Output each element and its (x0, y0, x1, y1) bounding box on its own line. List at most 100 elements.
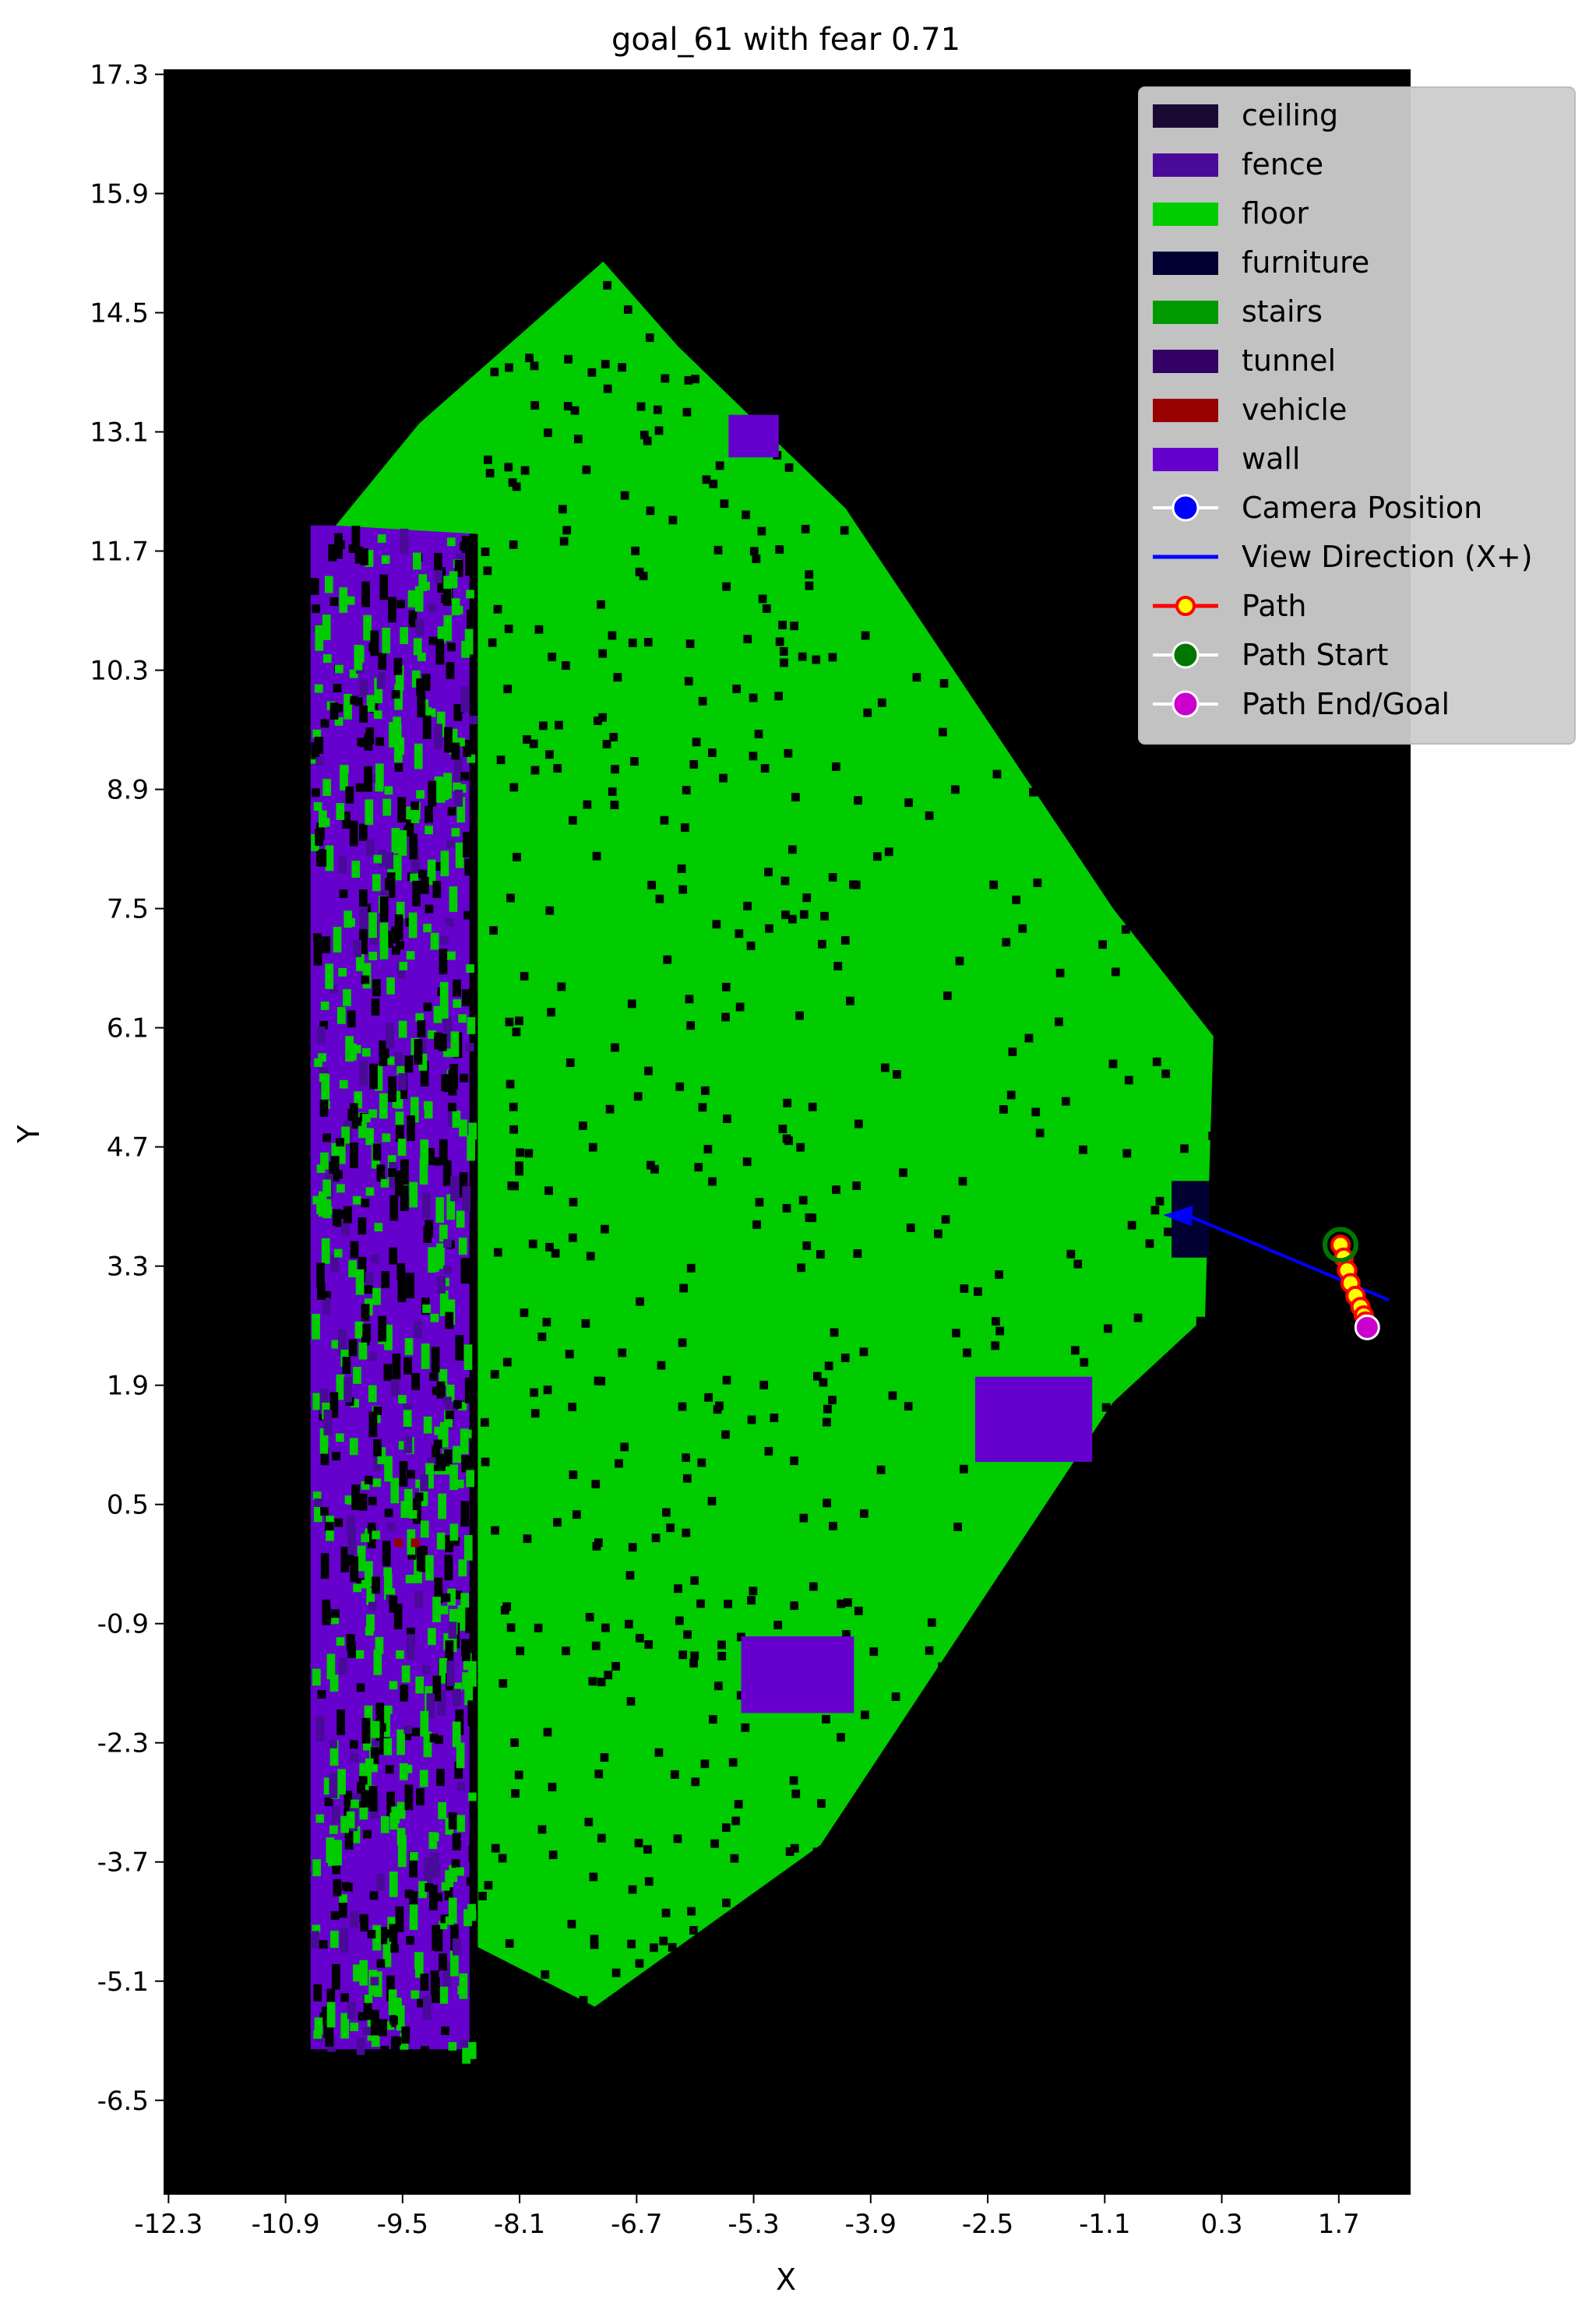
obstacle-cell (691, 1777, 700, 1787)
obstacle-cell (662, 1508, 671, 1517)
strip-cell (383, 1567, 393, 1576)
obstacle-cell (618, 1348, 627, 1357)
strip-cell (314, 2017, 323, 2035)
obstacle-cell (891, 1692, 900, 1702)
strip-cell (385, 1765, 394, 1774)
strip-cell (364, 1475, 373, 1484)
strip-cell (373, 1438, 382, 1456)
strip-cell (329, 984, 338, 994)
obstacle-cell (844, 1598, 852, 1607)
strip-cell (412, 552, 421, 570)
strip-cell (322, 779, 332, 796)
strip-cell (362, 2027, 372, 2036)
strip-cell (399, 1762, 408, 1780)
obstacle-cell (779, 646, 788, 656)
strip-cell (340, 2012, 350, 2039)
strip-cell (439, 1224, 448, 1242)
strip-cell (451, 1537, 460, 1546)
strip-cell (462, 1186, 471, 1212)
obstacle-cell (682, 1453, 691, 1463)
obstacle-cell (543, 1727, 552, 1737)
strip-cell (446, 662, 455, 679)
obstacle-cell (782, 1134, 791, 1143)
obstacle-cell (573, 435, 583, 444)
obstacle-cell (623, 305, 632, 314)
obstacle-cell (991, 1341, 1000, 1350)
strip-cell (320, 1507, 329, 1516)
obstacle-cell (542, 1318, 551, 1327)
strip-cell (325, 2020, 334, 2047)
strip-cell (348, 1339, 358, 1357)
strip-cell (348, 1260, 357, 1278)
obstacle-cell (837, 1733, 845, 1742)
strip-cell (379, 2019, 387, 2037)
strip-cell (316, 1026, 326, 1044)
obstacle-cell (722, 1375, 731, 1385)
obstacle-cell (785, 1847, 794, 1856)
strip-cell (436, 1381, 446, 1399)
strip-cell (350, 1910, 359, 1928)
obstacle-cell (589, 1872, 598, 1882)
strip-cell (349, 669, 358, 678)
strip-cell (434, 565, 443, 583)
strip-cell (326, 1653, 336, 1680)
strip-cell (455, 842, 464, 868)
strip-cell (397, 797, 406, 823)
strip-cell (406, 806, 415, 833)
strip-cell (359, 679, 368, 697)
obstacle-cell (823, 1404, 832, 1414)
obstacle-cell (515, 1167, 524, 1176)
strip-cell (419, 1769, 428, 1787)
obstacle-cell (646, 506, 655, 516)
strip-cell (420, 1139, 429, 1165)
strip-cell (442, 1593, 451, 1602)
obstacle-cell (661, 1908, 671, 1917)
strip-cell (371, 1741, 380, 1750)
obstacle-cell (805, 570, 814, 579)
obstacle-cell (506, 1623, 516, 1632)
strip-cell (314, 684, 323, 693)
strip-cell (421, 1665, 431, 1674)
obstacle-cell (548, 652, 557, 661)
strip-cell (352, 1195, 361, 1205)
strip-cell (448, 1897, 457, 1924)
strip-cell (388, 1168, 396, 1178)
obstacle-cell (747, 1596, 756, 1605)
strip-cell (363, 1994, 372, 2020)
obstacle-cell (774, 692, 783, 701)
strip-cell (323, 1410, 333, 1435)
strip-cell (335, 1433, 344, 1442)
obstacle-cell (506, 893, 515, 903)
strip-cell (419, 1546, 428, 1572)
strip-cell (333, 684, 342, 692)
obstacle-cell (775, 545, 784, 555)
obstacle-cell (628, 1543, 637, 1552)
strip-cell (456, 797, 466, 823)
strip-cell (328, 544, 337, 562)
strip-cell (443, 1239, 452, 1248)
legend-label: Path Start (1242, 638, 1388, 672)
strip-cell (466, 1877, 475, 1886)
strip-cell (463, 910, 473, 920)
strip-cell (460, 772, 470, 781)
obstacle-cell (643, 1845, 652, 1854)
x-tick-label: -1.1 (1079, 2209, 1130, 2240)
obstacle-cell (679, 1284, 688, 1293)
obstacle-cell (643, 638, 653, 647)
strip-cell (407, 1470, 415, 1479)
strip-cell (360, 1914, 369, 1931)
strip-cell (371, 1254, 379, 1263)
strip-cell (357, 738, 366, 747)
obstacle-cell (600, 1753, 609, 1762)
strip-cell (450, 1031, 460, 1058)
strip-cell (335, 1210, 344, 1227)
obstacle-cell (682, 1528, 691, 1537)
obstacle-cell (1208, 1132, 1217, 1140)
obstacle-cell (618, 363, 626, 372)
strip-cell (439, 1139, 448, 1165)
obstacle-cell (724, 1600, 732, 1608)
strip-cell (351, 526, 361, 551)
strip-cell (459, 1973, 468, 1999)
strip-cell (348, 544, 358, 554)
